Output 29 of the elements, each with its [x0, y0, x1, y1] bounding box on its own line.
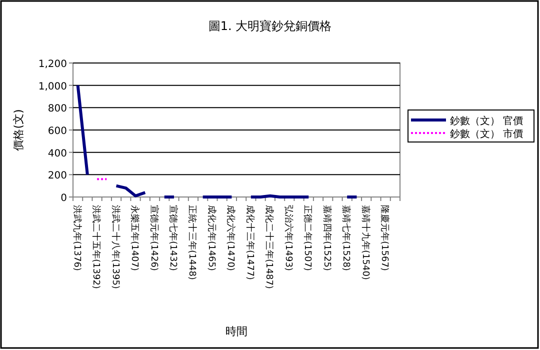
- x-tick-label: 洪武二十八年(1395): [110, 205, 121, 289]
- x-tick-label: 成化元年(1465): [206, 205, 217, 271]
- chart-title: 圖1. 大明寶鈔兌銅價格: [208, 19, 332, 33]
- x-tick-label: 隆慶元年(1567): [379, 205, 390, 271]
- x-tick-label: 嘉靖七年(1528): [340, 205, 352, 271]
- x-tick-label: 宣德七年(1432): [167, 205, 178, 271]
- x-tick-label: 嘉靖四年(1525): [321, 205, 332, 271]
- x-tick-label: 嘉靖十九年(1540): [360, 205, 371, 280]
- x-tick-label: 永樂五年(1407): [129, 205, 140, 271]
- x-tick-label: 宣德元年(1426): [148, 205, 160, 271]
- x-tick-label: 成化十三年(1477): [244, 205, 256, 280]
- y-tick-label: 1,000: [38, 81, 67, 92]
- y-tick-label: 800: [48, 104, 67, 115]
- x-tick-label: 正德二年(1507): [302, 205, 314, 271]
- x-tick-label: 弘治六年(1493): [282, 205, 294, 271]
- x-tick-label: 正統十三年(1448): [186, 205, 198, 280]
- x-axis-title: 時間: [226, 325, 248, 338]
- x-tick-label: 洪武二十五年(1392): [90, 205, 102, 289]
- y-axis-title: 價格(文): [12, 109, 25, 151]
- x-tick-label: 成化六年(1470): [225, 205, 236, 271]
- legend-label: 鈔數（文） 官價: [450, 115, 524, 127]
- x-tick-label: 洪武九年(1376): [71, 205, 82, 271]
- y-tick-label: 600: [48, 126, 67, 137]
- y-tick-label: 0: [60, 193, 67, 204]
- x-tick-label: 成化二十三年(1487): [264, 205, 275, 289]
- legend-label: 鈔數（文） 市價: [450, 128, 524, 140]
- y-tick-label: 1,200: [38, 59, 67, 70]
- y-tick-label: 400: [48, 148, 67, 160]
- y-tick-label: 200: [48, 170, 67, 182]
